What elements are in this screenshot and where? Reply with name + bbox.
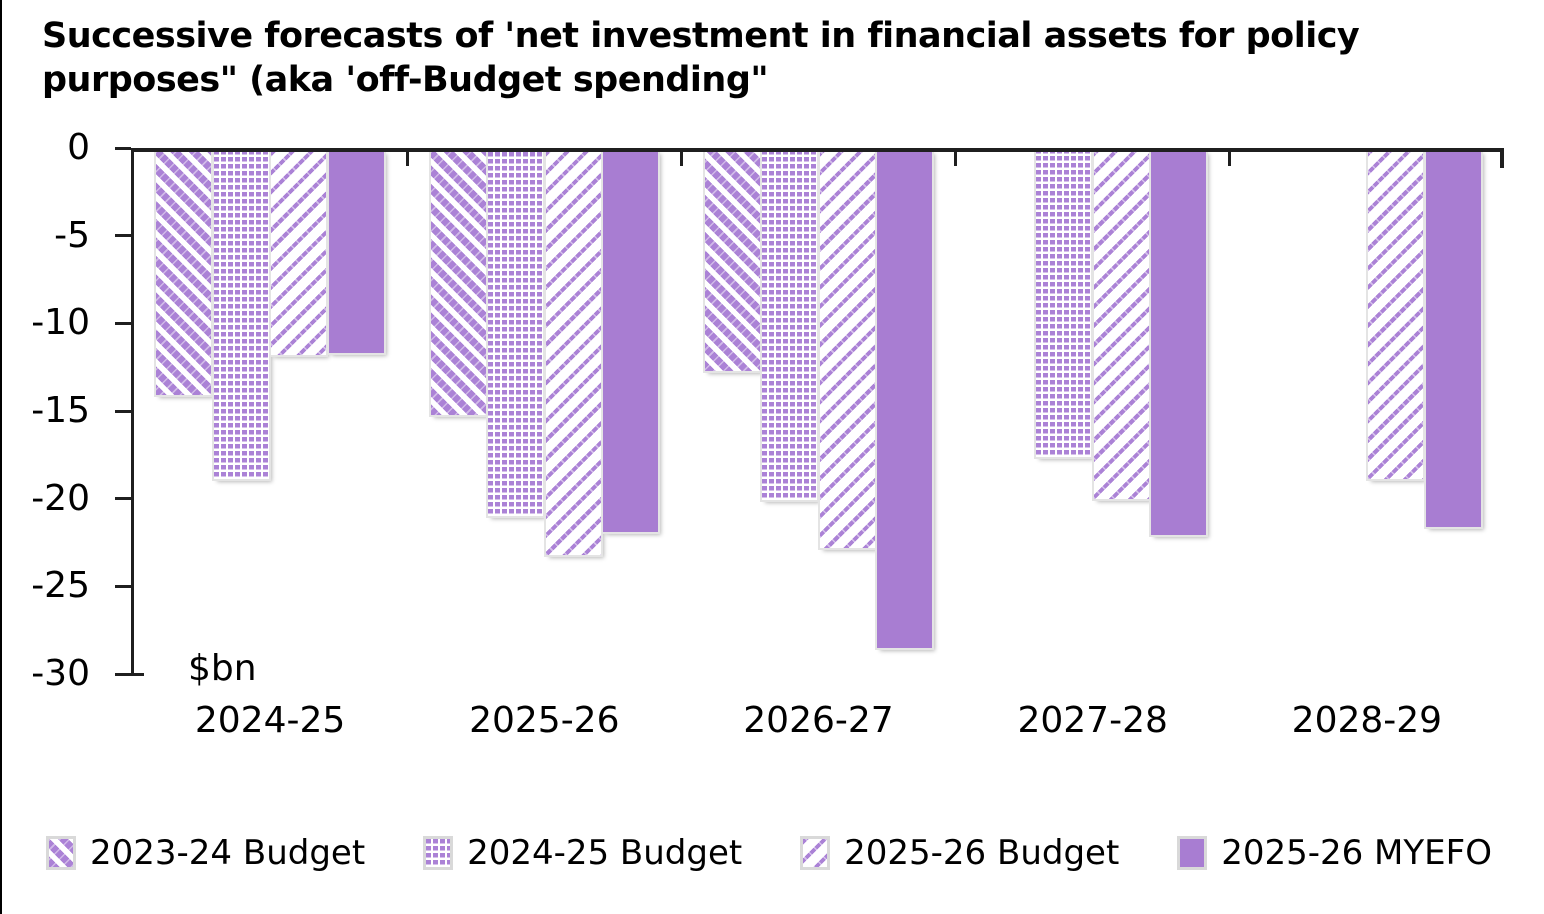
legend-item-2025-26-budget: 2025-26 Budget bbox=[800, 833, 1119, 873]
x-axis-label-2025-26: 2025-26 bbox=[469, 700, 620, 741]
x-axis-label-2027-28: 2027-28 bbox=[1017, 700, 1168, 741]
bar-2025-26-myefo-2027-28 bbox=[1149, 148, 1209, 538]
x-axis-label-2026-27: 2026-27 bbox=[743, 700, 894, 741]
legend-label-2024-25-budget: 2024-25 Budget bbox=[467, 833, 743, 873]
y-tick--5 bbox=[115, 234, 131, 238]
bar-2023-24-budget-2026-27 bbox=[702, 149, 762, 373]
axis-unit-note: $bn bbox=[188, 648, 257, 689]
x-axis-label-2024-25: 2024-25 bbox=[194, 700, 346, 741]
y-tick-label--15: -15 bbox=[31, 390, 90, 431]
bar-2025-26-budget-2028-29 bbox=[1366, 148, 1426, 482]
bar-2025-26-budget-2025-26 bbox=[543, 149, 603, 557]
bar-2024-25-budget-2024-25 bbox=[211, 148, 271, 482]
legend-label-2023-24-budget: 2023-24 Budget bbox=[90, 833, 366, 873]
bar-2024-25-budget-2027-28 bbox=[1034, 149, 1094, 459]
y-tick-label--5: -5 bbox=[54, 214, 90, 256]
y-tick--15 bbox=[115, 409, 131, 413]
x-boundary-tick-2 bbox=[679, 150, 683, 166]
bar-2023-24-budget-2025-26 bbox=[428, 149, 488, 417]
y-tick--30 bbox=[115, 672, 131, 676]
page-title: Successive forecasts of 'net investment … bbox=[42, 14, 1502, 103]
legend-swatch-2023-24-budget-icon bbox=[46, 836, 76, 870]
legend-swatch-2024-25-budget-icon bbox=[423, 836, 454, 870]
bar-2025-26-myefo-2028-29 bbox=[1423, 149, 1483, 529]
bar-2025-26-myefo-2024-25 bbox=[326, 148, 386, 356]
y-tick-label--25: -25 bbox=[31, 565, 90, 607]
y-tick--20 bbox=[115, 497, 131, 501]
bar-2025-26-budget-2024-25 bbox=[269, 149, 329, 357]
x-axis-end-tick bbox=[1500, 150, 1504, 168]
bar-2025-26-budget-2027-28 bbox=[1091, 149, 1151, 501]
legend-item-2025-26-myefo: 2025-26 MYEFO bbox=[1177, 833, 1492, 873]
legend-label-2025-26-myefo: 2025-26 MYEFO bbox=[1221, 833, 1492, 873]
y-tick--25 bbox=[115, 584, 131, 588]
bar-2025-26-myefo-2026-27 bbox=[875, 149, 935, 650]
bar-2024-25-budget-2026-27 bbox=[760, 148, 820, 503]
image-left-border bbox=[0, 0, 2, 914]
legend-item-2024-25-budget: 2024-25 Budget bbox=[423, 833, 742, 873]
y-axis-bottom-stub bbox=[134, 673, 144, 676]
chart-legend: 2023-24 Budget 2024-25 Budget 2025-26 Budg… bbox=[46, 828, 1492, 878]
page-title-line1: Successive forecasts of 'net investment … bbox=[42, 16, 1360, 56]
x-axis-label-2028-29: 2028-29 bbox=[1291, 700, 1443, 741]
y-tick-0 bbox=[115, 146, 131, 150]
page-title-line2: purposes" (aka 'off-Budget spending" bbox=[42, 60, 769, 101]
y-tick-label--10: -10 bbox=[31, 302, 90, 344]
x-boundary-tick-3 bbox=[954, 150, 958, 166]
bar-2023-24-budget-2024-25 bbox=[154, 148, 214, 398]
y-tick--10 bbox=[115, 321, 131, 325]
bar-2025-26-myefo-2025-26 bbox=[601, 149, 661, 534]
y-tick-label--20: -20 bbox=[31, 477, 90, 519]
bar-2024-25-budget-2025-26 bbox=[486, 148, 546, 519]
x-axis-zero-line bbox=[131, 148, 1504, 152]
legend-swatch-2025-26-budget-icon bbox=[800, 836, 831, 870]
bar-2025-26-budget-2026-27 bbox=[817, 149, 877, 550]
legend-swatch-2025-26-myefo-icon bbox=[1177, 836, 1208, 870]
legend-item-2023-24-budget: 2023-24 Budget bbox=[46, 833, 365, 873]
y-tick-label-0: 0 bbox=[67, 127, 90, 168]
legend-label-2025-26-budget: 2025-26 Budget bbox=[844, 833, 1120, 873]
x-boundary-tick-4 bbox=[1228, 150, 1232, 166]
y-tick-label--30: -30 bbox=[31, 653, 90, 694]
y-axis-line bbox=[131, 148, 134, 676]
x-boundary-tick-1 bbox=[405, 150, 409, 166]
